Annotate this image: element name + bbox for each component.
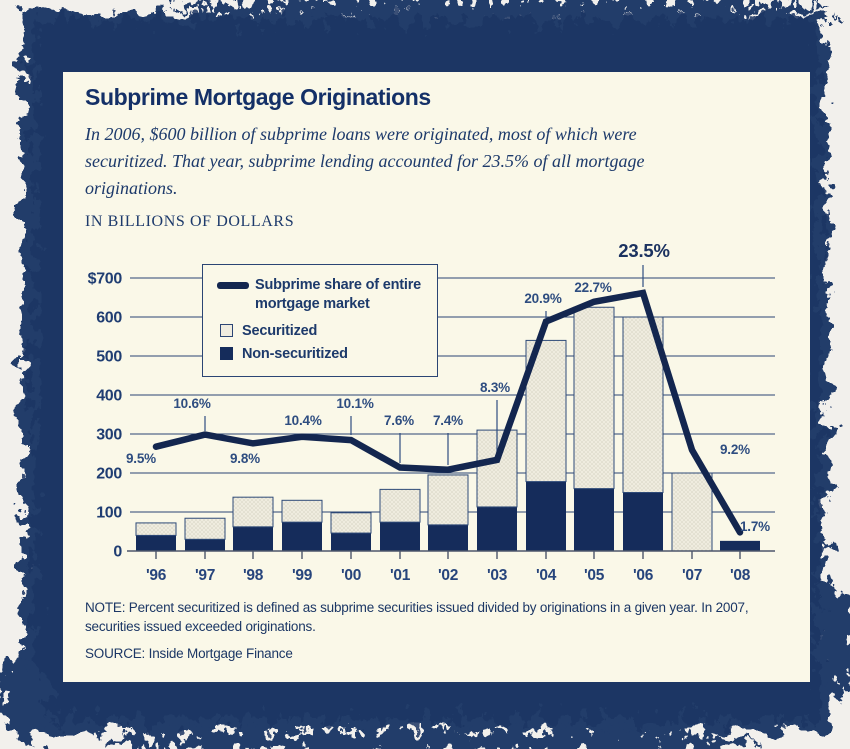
subtitle-line-2: securitized. That year, subprime lending… [85,151,645,171]
year-label: '02 [438,567,458,584]
year-label: '00 [341,567,361,584]
trend-line [152,289,744,536]
trend-line-swatch-icon [217,282,249,289]
bar-securitized-segment [379,488,421,523]
percent-label: 8.3% [480,380,510,395]
bar-nonsecuritized-segment [720,540,760,551]
year-label: '96 [146,567,167,584]
year-label: '01 [390,567,411,584]
legend-row-line: Subprime share of entire mortgage market [217,276,427,314]
source-text: SOURCE: Inside Mortgage Finance [85,646,293,661]
bar-nonsecuritized-segment [380,522,420,551]
note-text: NOTE: Percent securitized is defined as … [85,600,749,634]
percent-label: 7.6% [384,413,414,428]
legend-box: Subprime share of entire mortgage market… [202,264,438,377]
percent-label: 10.6% [173,396,210,411]
year-label: '97 [195,567,215,584]
bar-securitized-segment [573,306,615,490]
bar-nonsecuritized-segment [477,506,517,551]
percent-label: 9.5% [126,451,156,466]
bar-securitized-segment [671,472,713,552]
legend-non-securitized-label: Non-securitized [242,346,348,362]
percent-label: 9.8% [230,451,260,466]
year-label: '98 [243,567,264,584]
bar-securitized-segment [184,517,226,540]
bar-nonsecuritized-segment [574,488,614,551]
subtitle: In 2006, $600 billion of subprime loans … [85,121,644,202]
y-axis-label: 400 [96,388,122,405]
percent-label: 10.1% [336,396,373,411]
bar-securitized-segment [427,474,469,526]
page-title: Subprime Mortgage Originations [85,84,431,110]
y-axis-label: 600 [96,310,122,327]
y-axis-label: 500 [96,349,122,366]
percent-label: 7.4% [433,413,463,428]
chart-svg: $700 600 500 400 300 200 100 0 '96 '97 '98 '99 '00 '0… [88,240,775,584]
bar-securitized-segment [135,522,177,536]
bar-nonsecuritized-segment [428,524,468,551]
bar-nonsecuritized-segment [331,533,371,551]
y-axis-label: 300 [96,427,122,444]
percent-label: 20.9% [524,291,561,306]
year-label: '08 [730,567,751,584]
legend-line-label: Subprime share of entire mortgage market [255,277,422,312]
bar-securitized-segment [232,496,274,528]
year-label: '99 [292,567,313,584]
bar-nonsecuritized-segment [282,522,322,551]
year-label: '07 [682,567,702,584]
subtitle-line-1: In 2006, $600 billion of subprime loans … [85,124,637,144]
percent-label: 22.7% [574,280,611,295]
bar-securitized-segment [281,499,323,523]
year-label: '05 [584,567,605,584]
non-securitized-swatch-icon [220,347,233,360]
bar-nonsecuritized-segment [526,481,566,551]
units-label: IN BILLIONS OF DOLLARS [85,213,295,230]
year-label: '03 [487,567,508,584]
y-axis-label: 200 [96,466,122,483]
y-axis-label: 100 [96,505,122,522]
content-panel: Subprime Mortgage Originations In 2006, … [63,72,810,682]
year-label: '06 [633,567,654,584]
bar-nonsecuritized-segment [623,492,663,551]
legend-row-nonsecuritized: Non-securitized [217,345,427,364]
percent-label: 10.4% [284,413,321,428]
bar-securitized-segment [330,512,372,534]
legend-row-securitized: Securitized [217,322,427,341]
bar-nonsecuritized-segment [136,535,176,551]
year-label: '04 [536,567,557,584]
percent-label: 1.7% [740,519,770,534]
chart-area: $700 600 500 400 300 200 100 0 '96 '97 '98 '99 '00 '0… [63,235,808,595]
bar-nonsecuritized-segment [233,526,273,551]
percent-label: 9.2% [720,442,750,457]
bar-nonsecuritized-segment [185,539,225,551]
y-axis-label: 0 [113,544,122,561]
y-axis-label: $700 [88,271,123,288]
percent-label: 23.5% [618,240,669,261]
securitized-swatch-icon [220,324,233,337]
legend-securitized-label: Securitized [242,323,318,339]
subtitle-line-3: originations. [85,178,178,198]
